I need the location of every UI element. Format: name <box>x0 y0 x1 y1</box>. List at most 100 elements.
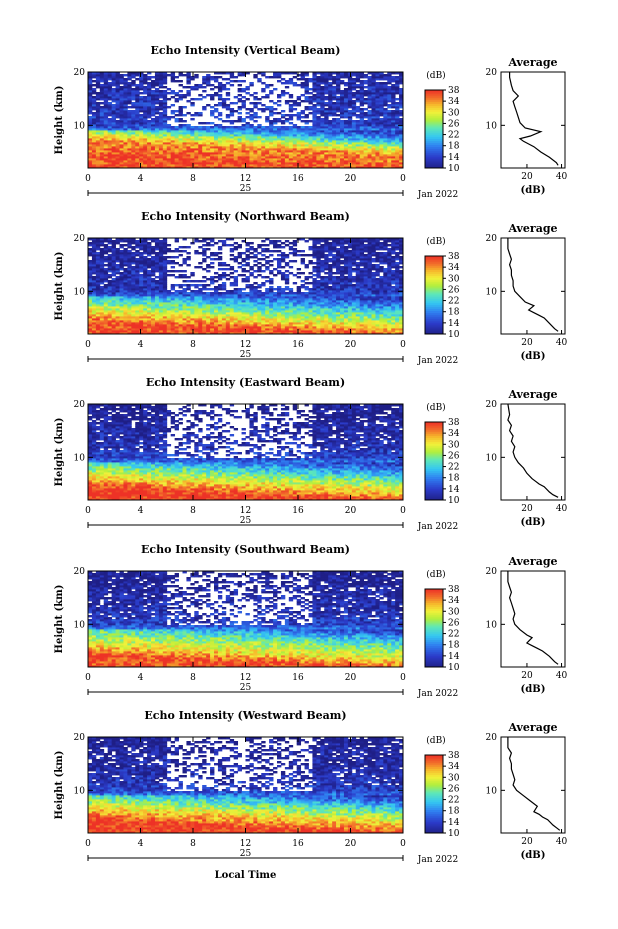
heatmap-cell <box>336 100 341 103</box>
heatmap-cell <box>249 114 254 117</box>
heatmap-cell <box>95 138 101 141</box>
heatmap-cell <box>190 102 195 105</box>
heatmap-cell <box>214 104 219 107</box>
heatmap-cell <box>174 314 179 317</box>
heatmap-cell <box>395 86 400 89</box>
heatmap-cell <box>320 80 325 83</box>
heatmap-cell <box>399 324 404 327</box>
heatmap-cell <box>95 122 101 125</box>
heatmap-cell <box>143 88 148 91</box>
heatmap-cell <box>292 156 298 159</box>
heatmap-cell <box>359 114 365 117</box>
heatmap-cell <box>88 122 93 125</box>
heatmap-cell <box>147 288 152 291</box>
heatmap-cell <box>253 142 258 145</box>
heatmap-cell <box>320 88 325 91</box>
heatmap-cell <box>351 328 357 331</box>
heatmap-cell <box>241 72 246 75</box>
heatmap-cell <box>320 86 325 89</box>
heatmap-cell <box>371 98 376 101</box>
heatmap-cell <box>214 318 219 321</box>
heatmap-cell <box>107 310 113 313</box>
heatmap-cell <box>288 132 294 135</box>
heatmap-cell <box>324 118 329 121</box>
heatmap-cell <box>363 136 368 139</box>
heatmap-cell <box>359 144 365 147</box>
heatmap-cell <box>225 302 231 305</box>
heatmap-cell <box>261 310 266 313</box>
heatmap-cell <box>127 96 132 99</box>
heatmap-cell <box>233 324 239 327</box>
heatmap-cell <box>304 300 309 303</box>
heatmap-cell <box>127 144 132 147</box>
heatmap-cell <box>355 292 361 295</box>
heatmap-cell <box>123 110 128 113</box>
heatmap-cell <box>88 294 93 297</box>
heatmap-cell <box>391 304 396 307</box>
heatmap-cell <box>119 82 124 85</box>
heatmap-cell <box>190 300 195 303</box>
heatmap-cell <box>324 326 329 329</box>
heatmap-cell <box>135 324 140 327</box>
heatmap-cell <box>395 320 400 323</box>
heatmap-cell <box>395 114 400 117</box>
heatmap-cell <box>198 154 203 157</box>
heatmap-cell <box>190 150 195 153</box>
heatmap-cell <box>347 104 353 107</box>
heatmap-cell <box>186 302 191 305</box>
heatmap-cell <box>233 316 239 319</box>
heatmap-cell <box>292 72 298 75</box>
heatmap-cell <box>158 82 164 85</box>
heatmap-cell <box>99 142 105 145</box>
heatmap-cell <box>182 296 187 299</box>
heatmap-cell <box>308 292 313 295</box>
heatmap-cell <box>359 120 365 123</box>
heatmap-cell <box>158 74 164 77</box>
heatmap-cell <box>241 316 246 319</box>
heatmap-cell <box>312 96 317 99</box>
heatmap-cell <box>154 290 160 293</box>
heatmap-cell <box>367 318 372 321</box>
heatmap-cell <box>336 330 341 333</box>
heatmap-cell <box>280 78 286 81</box>
heatmap-cell <box>131 330 136 333</box>
heatmap-cell <box>399 326 404 329</box>
heatmap-cell <box>151 290 156 293</box>
heatmap-cell <box>99 312 105 315</box>
heatmap-cell <box>379 120 384 123</box>
heatmap-cell <box>355 96 361 99</box>
heatmap-cell <box>143 136 148 139</box>
heatmap-cell <box>111 294 116 297</box>
colorbar-segment <box>425 125 443 128</box>
heatmap-cell <box>257 166 262 169</box>
colorbar-segment <box>425 99 443 103</box>
heatmap-cell <box>269 92 274 95</box>
heatmap-cell <box>214 126 219 129</box>
heatmap-cell <box>225 72 231 75</box>
heatmap-cell <box>202 90 207 93</box>
heatmap-cell <box>328 320 333 323</box>
heatmap-cell <box>186 312 191 315</box>
heatmap-cell <box>363 290 368 293</box>
heatmap-cell <box>99 128 105 131</box>
heatmap-cell <box>245 156 250 159</box>
heatmap-cell <box>324 130 329 133</box>
heatmap-cell <box>387 78 392 81</box>
heatmap-cell <box>387 304 392 307</box>
heatmap-cell <box>312 82 317 85</box>
heatmap-cell <box>336 310 341 313</box>
heatmap-cell <box>91 294 97 297</box>
heatmap-cell <box>343 130 349 133</box>
heatmap-cell <box>107 330 113 333</box>
heatmap-cell <box>304 320 309 323</box>
heatmap-cell <box>332 136 337 139</box>
heatmap-cell <box>91 112 97 115</box>
heatmap-cell <box>194 140 199 143</box>
heatmap-cell <box>182 166 187 169</box>
heatmap-cell <box>158 100 164 103</box>
heatmap-cell <box>308 314 313 317</box>
heatmap-cell <box>237 126 242 129</box>
heatmap-cell <box>391 114 396 117</box>
heatmap-cell <box>371 162 376 165</box>
heatmap-cell <box>355 94 361 97</box>
